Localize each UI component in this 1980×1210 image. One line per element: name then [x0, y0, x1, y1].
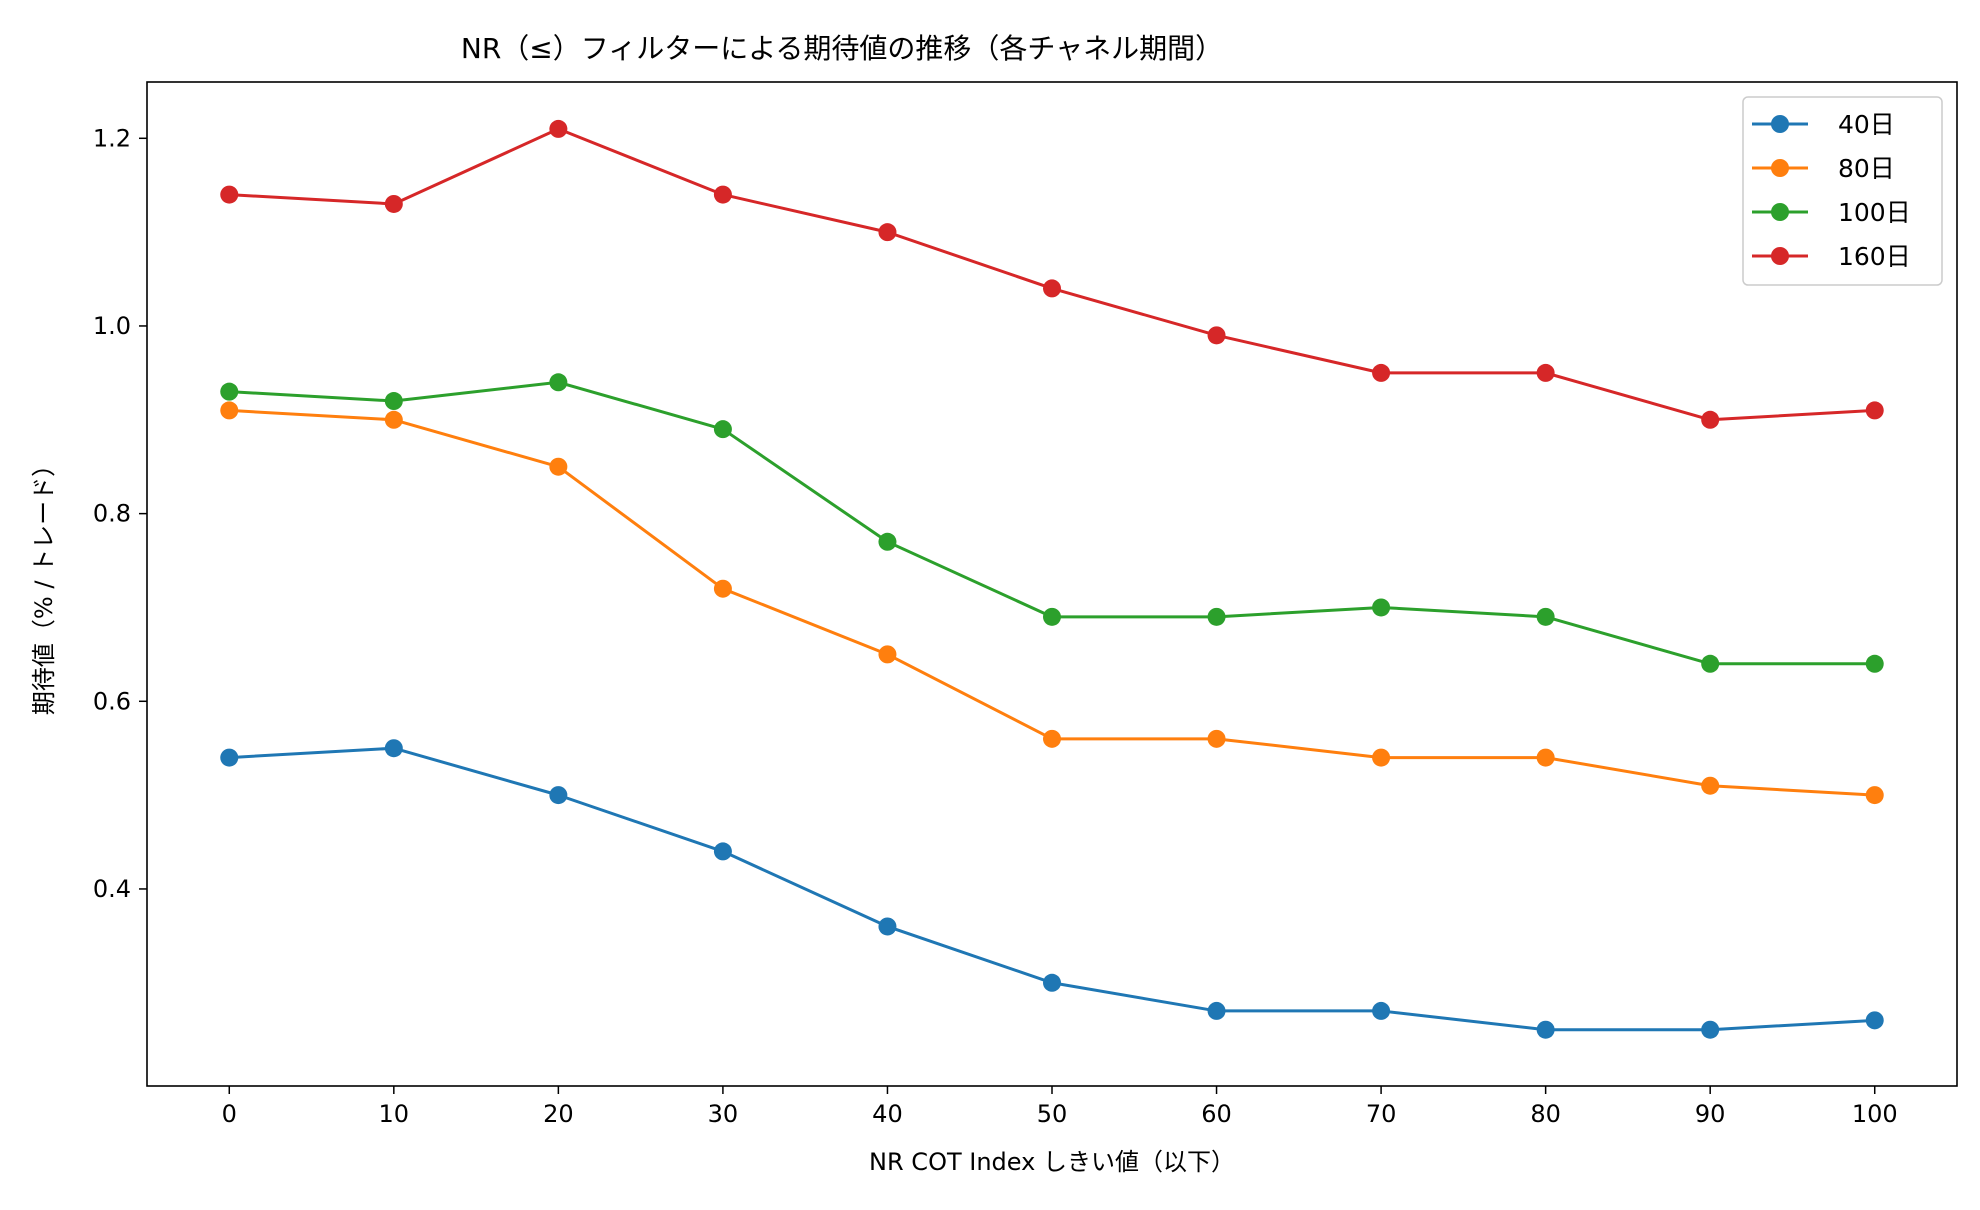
data-point [1865, 654, 1884, 673]
series-layer [220, 119, 1884, 1039]
data-point [878, 223, 897, 242]
x-tick-label: 40 [872, 1100, 903, 1128]
data-point [1207, 607, 1226, 626]
legend-marker [1771, 115, 1789, 133]
data-point [713, 185, 732, 204]
legend-marker [1771, 203, 1789, 221]
series-1 [220, 401, 1884, 805]
data-point [713, 842, 732, 861]
x-tick-label: 20 [543, 1100, 574, 1128]
data-point [1701, 1020, 1720, 1039]
data-point [1865, 786, 1884, 805]
data-point [1865, 1011, 1884, 1030]
data-point [384, 392, 403, 411]
x-tick-label: 30 [708, 1100, 739, 1128]
data-point [1372, 748, 1391, 767]
data-point [220, 401, 239, 420]
data-point [384, 739, 403, 758]
data-point [1207, 326, 1226, 345]
y-tick-label: 0.6 [93, 687, 131, 715]
data-point [1043, 279, 1061, 298]
data-point [1043, 973, 1061, 992]
data-point [549, 119, 568, 138]
series-3 [220, 119, 1884, 429]
legend-label: 160日 [1838, 242, 1911, 271]
data-point [1536, 748, 1555, 767]
y-tick-label: 0.8 [93, 500, 131, 528]
legend-label: 80日 [1838, 154, 1895, 183]
data-point [713, 579, 732, 598]
x-tick-label: 90 [1695, 1100, 1726, 1128]
y-axis-label: 期待値（% / トレード） [30, 453, 58, 715]
series-0 [220, 739, 1884, 1039]
data-point [384, 410, 403, 429]
data-point [1372, 598, 1391, 617]
data-point [713, 420, 732, 439]
x-tick-label: 0 [222, 1100, 237, 1128]
legend-label: 100日 [1838, 198, 1911, 227]
chart-title: NR（≤）フィルターによる期待値の推移（各チャネル期間） [461, 32, 1223, 65]
x-axis-label: NR COT Index しきい値（以下） [869, 1148, 1235, 1176]
data-point [220, 185, 239, 204]
data-point [549, 786, 568, 805]
data-point [878, 532, 897, 551]
data-point [1536, 363, 1555, 382]
x-tick-label: 60 [1201, 1100, 1232, 1128]
data-point [1701, 776, 1720, 795]
x-axis: 0 10 20 30 40 50 60 70 80 90 100 [222, 1086, 1898, 1128]
legend-label: 40日 [1838, 110, 1895, 139]
data-point [878, 645, 897, 664]
legend-box [1742, 96, 1943, 286]
plot-area [146, 81, 1958, 1087]
data-point [1701, 410, 1720, 429]
y-axis: 0.4 0.6 0.8 1.0 1.2 [93, 124, 147, 903]
x-tick-label: 80 [1530, 1100, 1561, 1128]
data-point [220, 748, 239, 767]
x-tick-label: 100 [1852, 1100, 1898, 1128]
legend-item: 80日 [1752, 154, 1895, 183]
data-point [384, 194, 403, 213]
data-point [1372, 1001, 1391, 1020]
legend-item: 160日 [1752, 242, 1911, 271]
x-tick-label: 70 [1366, 1100, 1397, 1128]
data-point [1536, 607, 1555, 626]
data-point [1701, 654, 1720, 673]
data-point [1207, 1001, 1226, 1020]
data-point [878, 917, 897, 936]
data-point [549, 457, 568, 476]
data-point [1207, 729, 1226, 748]
data-point [1043, 729, 1061, 748]
data-point [1372, 363, 1391, 382]
data-point [1536, 1020, 1555, 1039]
x-tick-label: 50 [1037, 1100, 1068, 1128]
legend-item: 40日 [1752, 110, 1895, 139]
data-point [220, 382, 239, 401]
legend-item: 100日 [1752, 198, 1911, 227]
legend-marker [1771, 159, 1789, 177]
data-point [549, 373, 568, 392]
legend-marker [1771, 247, 1789, 265]
x-tick-label: 10 [379, 1100, 410, 1128]
data-point [1043, 607, 1061, 626]
series-2 [220, 373, 1884, 673]
y-tick-label: 0.4 [93, 875, 131, 903]
y-tick-label: 1.0 [93, 312, 131, 340]
data-point [1865, 401, 1884, 420]
y-tick-label: 1.2 [93, 124, 131, 152]
legend: 40日 80日 100日 160日 [1742, 96, 1943, 286]
